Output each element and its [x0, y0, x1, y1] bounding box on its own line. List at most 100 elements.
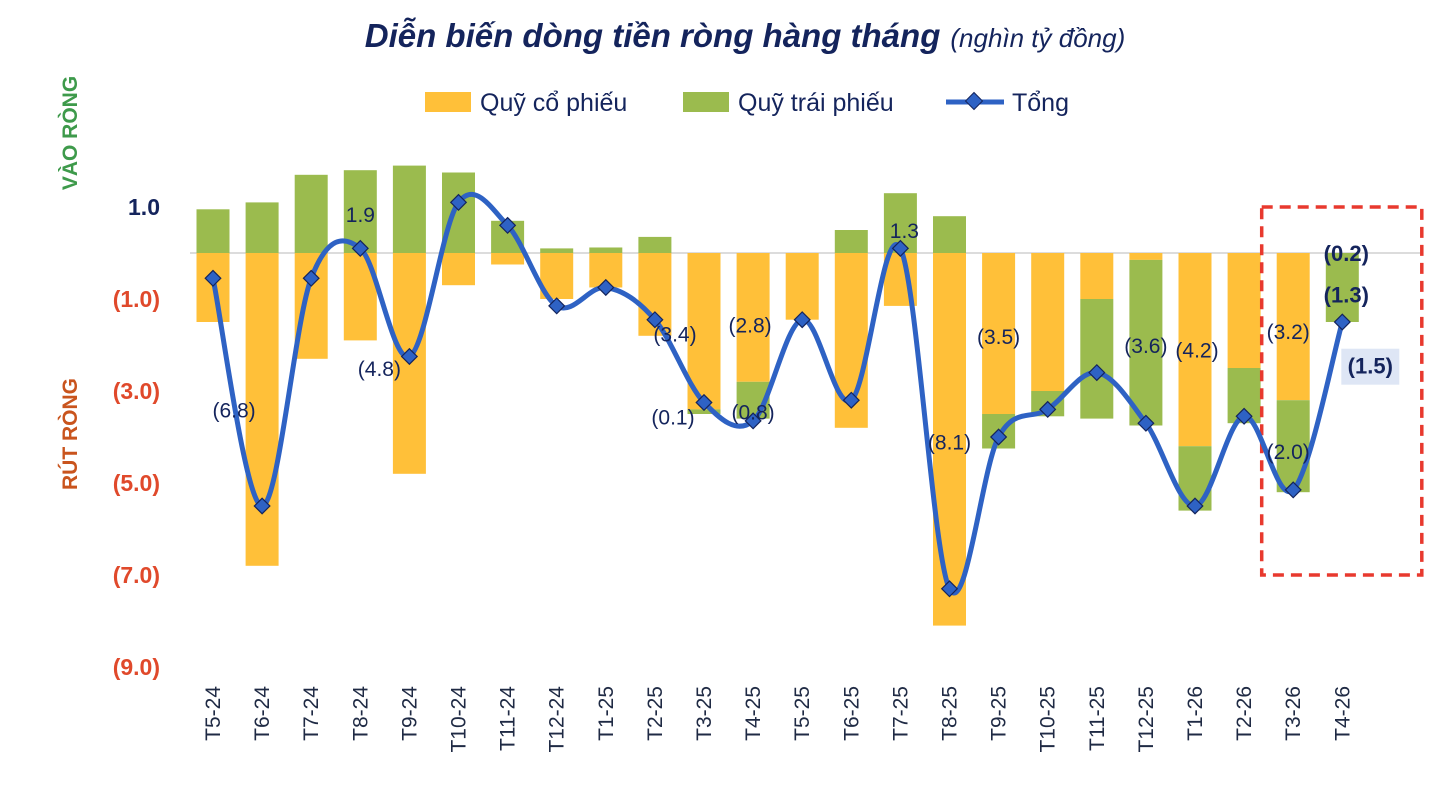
- bar-bond: [687, 409, 721, 414]
- total-marker: [449, 193, 468, 212]
- total-marker: [1235, 407, 1253, 425]
- y-tick-label: (9.0): [113, 654, 160, 680]
- y-tick-label: 1.0: [128, 194, 160, 220]
- total-marker: [400, 347, 419, 366]
- legend-label-bond: Quỹ trái phiếu: [738, 89, 894, 117]
- x-tick-label: T11-24: [497, 686, 520, 751]
- data-label: (0.2): [1324, 241, 1369, 266]
- bar-equity: [1276, 253, 1310, 401]
- data-label: (2.8): [729, 314, 772, 337]
- x-tick-label: T10-24: [448, 686, 471, 753]
- data-label: (4.8): [358, 358, 401, 381]
- bar-bond: [834, 230, 868, 253]
- y-tick-label: (7.0): [113, 562, 160, 588]
- bar-bond: [343, 170, 377, 253]
- bar-bond: [933, 216, 966, 253]
- x-tick-label: T7-24: [300, 686, 323, 741]
- total-marker: [940, 580, 959, 598]
- x-tick-label: T4-26: [1331, 686, 1354, 741]
- data-label: 1.9: [346, 204, 375, 227]
- x-tick-label: T8-25: [939, 686, 962, 741]
- x-tick-label: T5-24: [202, 686, 225, 741]
- bar-equity: [736, 253, 770, 382]
- total-marker: [548, 297, 566, 315]
- x-tick-label: T11-25: [1086, 686, 1109, 751]
- x-tick-label: T6-25: [840, 686, 863, 741]
- bar-equity: [1031, 253, 1065, 391]
- x-tick-label: T9-24: [398, 686, 421, 741]
- data-label: (8.1): [928, 432, 971, 455]
- total-marker: [253, 497, 271, 515]
- x-tick-label: T2-26: [1233, 686, 1256, 741]
- total-marker: [793, 311, 811, 329]
- legend-swatch-bond: [683, 92, 729, 112]
- x-tick-label: T9-25: [988, 686, 1011, 741]
- legend-marker-total: [964, 91, 984, 111]
- y-tick-label: (3.0): [113, 378, 160, 404]
- data-label: 1.3: [890, 220, 919, 243]
- total-marker: [498, 216, 517, 235]
- x-tick-label: T10-25: [1037, 686, 1060, 753]
- data-label: (0.8): [732, 402, 775, 425]
- bar-bond: [245, 202, 279, 253]
- legend-label-total: Tổng: [1012, 89, 1069, 117]
- x-tick-label: T2-25: [644, 686, 667, 741]
- legend-swatch-equity: [425, 92, 471, 112]
- bar-bond: [1325, 253, 1359, 322]
- bar-equity: [785, 253, 819, 320]
- y-tick-label: (5.0): [113, 470, 160, 496]
- data-label: (0.1): [651, 406, 694, 429]
- bar-equity: [1178, 253, 1212, 447]
- total-marker: [351, 239, 369, 258]
- outflow-axis-label: RÚT RÒNG: [58, 378, 82, 490]
- total-marker: [1186, 497, 1204, 515]
- total-marker: [744, 412, 762, 430]
- total-marker: [1333, 313, 1351, 331]
- x-tick-label: T5-25: [791, 686, 814, 741]
- label-highlight-bg: [1341, 348, 1400, 385]
- bar-bond: [442, 172, 475, 253]
- inflow-axis-label: VÀO RÒNG: [58, 76, 82, 190]
- x-tick-label: T3-26: [1282, 686, 1305, 741]
- bar-equity: [933, 253, 966, 626]
- data-label: (3.5): [977, 326, 1020, 349]
- x-tick-label: T6-24: [251, 686, 274, 741]
- total-marker: [646, 311, 664, 329]
- bar-equity: [1129, 253, 1163, 260]
- x-tick-label: T4-25: [742, 686, 765, 741]
- x-tick-label: T8-24: [349, 686, 372, 741]
- total-marker: [1088, 363, 1106, 382]
- bar-equity: [982, 253, 1016, 414]
- bar-equity: [491, 253, 525, 265]
- total-marker: [1137, 414, 1155, 432]
- x-tick-label: T1-26: [1184, 686, 1207, 741]
- bar-bond: [392, 165, 426, 253]
- total-marker: [597, 278, 615, 297]
- total-marker: [695, 393, 713, 412]
- bars: [196, 165, 1359, 626]
- y-tick-label: (1.0): [113, 286, 160, 312]
- data-label: (2.0): [1267, 441, 1310, 464]
- bar-equity: [1080, 253, 1114, 299]
- x-tick-label: T12-24: [546, 686, 569, 753]
- total-markers: [204, 193, 1351, 598]
- bar-bond: [1129, 259, 1163, 426]
- data-label: (1.3): [1324, 282, 1369, 307]
- data-labels: (6.8) 1.9 (4.8) (3.4) (0.1) (2.8) (0.8) 1.3 (8.1…: [213, 204, 1400, 464]
- legend: Quỹ cổ phiếu Quỹ trái phiếu Tổng: [425, 89, 1069, 117]
- bar-equity: [294, 253, 328, 359]
- bar-bond: [589, 247, 623, 253]
- chart-title: Diễn biến dòng tiền ròng hàng tháng (nghì…: [365, 17, 1126, 54]
- bar-bond: [1276, 400, 1310, 493]
- total-marker: [1284, 481, 1302, 499]
- total-marker: [891, 239, 910, 258]
- data-label: (1.5): [1348, 354, 1393, 379]
- data-label: (4.2): [1175, 340, 1218, 363]
- total-marker: [1039, 400, 1057, 419]
- bar-bond: [1080, 299, 1114, 419]
- total-marker: [302, 269, 320, 287]
- bar-bond: [540, 248, 574, 253]
- data-label: (3.2): [1267, 321, 1310, 344]
- x-axis: T5-24 T6-24 T7-24 T8-24 T9-24 T10-24 T11-24 T12…: [202, 686, 1354, 753]
